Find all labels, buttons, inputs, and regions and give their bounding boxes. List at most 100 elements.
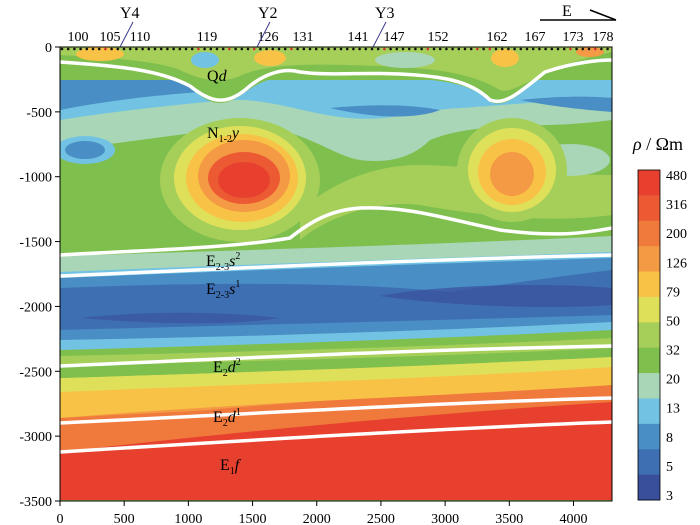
station-dot: [327, 47, 330, 51]
station-dot: [420, 47, 423, 51]
colorbar: 480 316 200 126 79 50 32 20 13 8 5 3: [637, 169, 687, 504]
station-dot: [507, 47, 510, 51]
station-dot: [333, 47, 337, 51]
station-dot: [122, 47, 126, 51]
station-dot: [401, 47, 405, 51]
station-dot: [358, 47, 361, 51]
colorbar-label: 5: [666, 460, 673, 475]
station-dot: [203, 47, 206, 51]
station-dot: [376, 47, 380, 51]
colorbar-title: ρ / Ωm: [632, 134, 683, 154]
station-dot: [476, 47, 479, 51]
station-dot: [438, 47, 442, 51]
station-dot: [364, 47, 368, 51]
station-dot: [321, 47, 324, 51]
station-dot: [544, 47, 547, 51]
colorbar-swatch: [638, 474, 660, 501]
station-dot: [296, 47, 299, 51]
station-label: 126: [258, 30, 279, 45]
station-dot: [550, 47, 554, 51]
station-dot: [494, 47, 498, 51]
station-dot: [513, 47, 516, 51]
station-dot: [197, 47, 200, 51]
station-dot: [445, 47, 448, 51]
station-dot: [339, 47, 343, 51]
station-dot: [215, 47, 219, 51]
station-dot: [395, 47, 399, 51]
well-markers: Y4 Y2 Y3: [119, 5, 395, 48]
station-dot: [600, 47, 603, 51]
station-dot: [370, 47, 374, 51]
station-dot: [79, 47, 82, 51]
station-dot: [221, 47, 225, 51]
well-label-y3: Y3: [375, 5, 395, 22]
station-dot: [302, 47, 306, 51]
layer-labels: Qd N1-2y E2-3s2 E2-3s1 E2d2 E2d1 E1f: [206, 68, 242, 477]
y-tick-label: -2500: [19, 365, 52, 380]
station-label: 167: [525, 30, 546, 45]
station-label: 131: [293, 30, 314, 45]
contour-field: [60, 47, 612, 501]
station-dot: [345, 47, 349, 51]
station-label: 147: [384, 30, 405, 45]
station-dot: [116, 47, 120, 51]
station-dot: [153, 47, 157, 51]
colorbar-label: 480: [666, 169, 687, 184]
well-label-y4: Y4: [120, 5, 140, 22]
station-label: 173: [563, 30, 584, 45]
layer-label: E2d1: [213, 407, 241, 429]
station-dot: [575, 47, 578, 51]
x-tick-label: 2000: [303, 512, 331, 525]
colorbar-label: 3: [666, 489, 673, 504]
plot-frame: [59, 46, 613, 502]
x-tick-label: 4000: [559, 512, 587, 525]
station-dot: [110, 47, 113, 51]
colorbar-label: 8: [666, 431, 673, 446]
station-dot: [85, 47, 89, 51]
station-dot: [91, 47, 95, 51]
colorbar-label: 316: [666, 198, 687, 213]
station-dot: [451, 47, 454, 51]
layer-label: E1f: [220, 457, 242, 477]
station-labels: 100 105 110 119 126 131 141 147 152 162 167 173 178: [68, 30, 614, 45]
station-dot: [556, 47, 560, 51]
station-dot: [166, 47, 169, 51]
station-dot: [66, 47, 70, 51]
station-dot: [432, 47, 436, 51]
station-dot: [593, 47, 597, 51]
colorbar-swatch: [638, 449, 660, 476]
x-tick-label: 2500: [367, 512, 395, 525]
station-dot: [209, 47, 213, 51]
layer-label: Qd: [207, 68, 228, 85]
station-dot: [141, 47, 144, 51]
station-dot: [500, 47, 504, 51]
x-tick-label: 3000: [431, 512, 459, 525]
well-label-y2: Y2: [258, 5, 278, 22]
station-dot: [246, 47, 250, 51]
layer-label: E2d2: [213, 357, 241, 379]
colorbar-label: 13: [666, 402, 680, 417]
station-dot: [178, 47, 182, 51]
y-tick-label: -500: [26, 106, 52, 121]
y-tick-label: -3000: [19, 430, 52, 445]
station-dot: [569, 47, 572, 51]
station-dot: [60, 47, 64, 51]
station-dot: [73, 47, 76, 51]
colorbar-swatch: [638, 170, 660, 196]
x-tick-label: 0: [57, 512, 64, 525]
station-label: 100: [68, 30, 89, 45]
station-dot: [581, 47, 585, 51]
station-label: 152: [428, 30, 449, 45]
station-dot: [234, 47, 237, 51]
station-dot: [128, 47, 132, 51]
station-dot: [265, 47, 268, 51]
station-dot: [383, 47, 386, 51]
station-label: 178: [593, 30, 614, 45]
station-dot: [184, 47, 188, 51]
station-dot: [308, 47, 312, 51]
colorbar-label: 20: [666, 373, 680, 388]
station-label: 105: [100, 30, 121, 45]
colorbar-label: 126: [666, 256, 687, 271]
layer-label: E2-3s1: [206, 279, 240, 301]
layer-label: E2-3s2: [206, 251, 240, 273]
